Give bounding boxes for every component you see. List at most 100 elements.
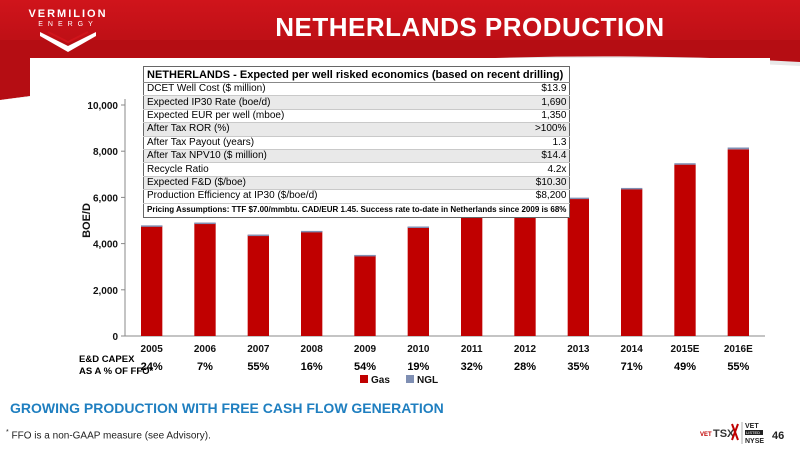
row-value: 1,350 [494,109,570,124]
table-row: Pricing Assumptions: TTF $7.00/mmbtu. CA… [144,203,570,217]
row-value: $10.30 [494,176,570,191]
bar-ngl [354,254,376,257]
capex-value: 24% [140,361,163,373]
footnote-mark: * [6,429,9,436]
x-tick-label: 2016E [724,344,753,355]
economics-table-title: NETHERLANDS - Expected per well risked e… [143,66,570,83]
production-bar-chart: 0 2,000 4,000 6,000 8,000 10,000 BOE/D 2005 2006… [81,99,765,386]
exchange-listed: LISTED [746,430,760,435]
vermilion-logo: VERMILION ENERGY [8,6,128,56]
exchange-listing-logo: VET TSX VET LISTED NYSE [700,422,764,445]
row-label: Expected EUR per well (mboe) [143,109,495,124]
legend-swatch-gas [360,375,368,383]
x-tick-label: 2011 [461,344,483,355]
bar-gas [727,149,749,336]
x-tick-label: 2010 [407,344,430,355]
bar-ngl [674,163,696,165]
row-label: Expected IP30 Rate (boe/d) [143,95,495,110]
table-row: After Tax NPV10 ($ million) $14.4 [143,149,570,164]
bar-ngl [567,197,589,200]
exchange-nyse: NYSE [745,438,764,445]
pricing-assumptions: Pricing Assumptions: TTF $7.00/mmbtu. CA… [147,205,567,215]
bar-gas [194,222,216,336]
bar-ngl [727,147,749,150]
row-value: $8,200 [494,189,570,204]
x-tick-label: 2014 [621,344,644,355]
y-tick-label: 10,000 [87,101,118,112]
y-tick-label: 2,000 [93,286,118,297]
capex-value: 28% [513,361,537,373]
bar-gas [141,225,163,336]
y-axis-label: BOE/D [81,203,93,238]
table-row: Expected F&D ($/boe) $10.30 [143,176,570,191]
economics-table: NETHERLANDS - Expected per well risked e… [143,66,571,218]
footer-heading: GROWING PRODUCTION WITH FREE CASH FLOW G… [10,400,444,416]
bar-ngl [194,222,216,225]
bar-gas [247,234,269,336]
row-label: Production Efficiency at IP30 ($/boe/d) [143,189,495,204]
bar-ngl [407,226,429,229]
row-value: >100% [494,122,570,137]
table-row: Expected IP30 Rate (boe/d) 1,690 [143,95,570,110]
logo-word-energy: ENERGY [38,21,98,28]
footnote-text: FFO is a non-GAAP measure (see Advisory)… [11,430,211,442]
x-tick-label: 2006 [194,344,217,355]
bar-gas [301,231,323,336]
footnote: * FFO is a non-GAAP measure (see Advisor… [6,429,211,441]
logo-chevron-icon [40,31,96,52]
capex-label-line2: AS A % OF FFO* [79,366,154,377]
table-row: Recycle Ratio 4.2x [143,162,570,177]
bar-ngl [247,234,269,237]
table-row: Expected EUR per well (mboe) 1,350 [143,109,570,124]
page-title: NETHERLANDS PRODUCTION [275,12,665,42]
capex-value: 54% [353,361,377,373]
legend-swatch-ngl [406,375,414,383]
x-tick-label: 2007 [247,344,270,355]
row-label: Recycle Ratio [143,162,495,177]
capex-label-line1: E&D CAPEX [79,354,135,365]
row-label: DCET Well Cost ($ million) [143,82,495,97]
exchange-tsx: TSX [713,428,735,440]
x-tick-label: 2015E [671,344,700,355]
capex-value: 55% [247,361,270,373]
bar-ngl [621,187,643,190]
table-row: After Tax Payout (years) 1.3 [143,136,570,150]
capex-value: 71% [620,361,643,373]
x-tick-label: 2008 [301,344,324,355]
row-value: 4.2x [494,162,570,177]
bar-gas [407,226,429,336]
exchange-vet-prefix: VET [700,432,712,438]
y-tick-label: 8,000 [93,147,118,158]
bar-gas [514,204,536,336]
capex-value: 35% [567,361,590,373]
capex-value: 16% [300,361,323,373]
page-number: 46 [772,430,785,442]
bar-ngl [141,225,163,227]
y-tick-label: 6,000 [93,193,118,204]
bar-ngl [301,230,323,233]
row-value: 1,690 [494,95,570,110]
row-value: 1.3 [494,136,570,150]
x-tick-label: 2013 [567,344,590,355]
row-value: $13.9 [494,82,570,97]
x-tick-label: 2005 [141,344,164,355]
table-row: Production Efficiency at IP30 ($/boe/d) $… [143,189,570,204]
row-label: Expected F&D ($/boe) [143,176,495,191]
capex-value: 7% [197,361,213,373]
table-row: DCET Well Cost ($ million) $13.9 [143,82,570,97]
row-value: $14.4 [494,149,570,164]
exchange-vet: VET [745,423,759,430]
table-row: After Tax ROR (%) >100% [143,122,570,137]
bar-gas [354,255,376,336]
bar-gas [674,164,696,336]
x-tick-label: 2012 [514,344,537,355]
row-label: After Tax Payout (years) [143,136,495,150]
capex-value: 19% [407,361,430,373]
y-tick-label: 0 [112,332,118,343]
bar-gas [567,198,589,336]
capex-value: 55% [727,361,750,373]
y-tick-label: 4,000 [93,240,118,251]
row-label: After Tax NPV10 ($ million) [143,149,495,164]
x-tick-label: 2009 [354,344,377,355]
capex-value: 32% [460,361,483,373]
